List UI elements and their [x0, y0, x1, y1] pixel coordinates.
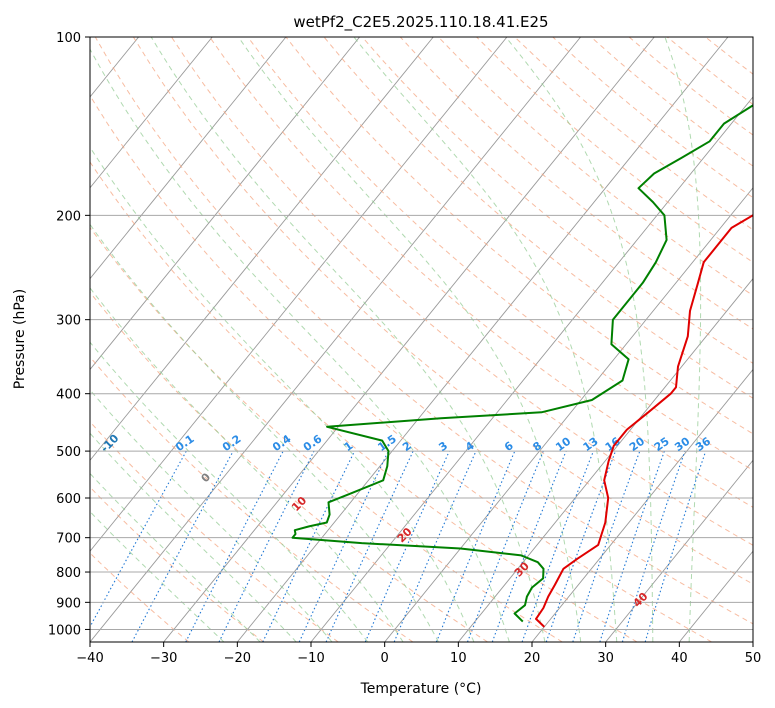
moist-adiabat-line: [90, 432, 297, 642]
mixing-ratio-line: [491, 450, 567, 642]
temperature-line: [535, 214, 753, 628]
pressure-gridlines: [90, 37, 753, 630]
isotherm-line: [384, 187, 753, 642]
moist-adiabat-line: [90, 48, 510, 642]
moist-adiabat-line: [90, 341, 369, 642]
y-tick-label: 100: [56, 31, 81, 46]
background-lines: [90, 37, 753, 642]
y-tick-label: 1000: [48, 623, 81, 638]
dry-adiabat-line: [90, 552, 190, 642]
dry-adiabat-line: [361, 37, 753, 364]
isotherm-line: [605, 459, 753, 642]
dry-adiabat-line: [90, 486, 264, 642]
mixing-ratio-line: [545, 450, 617, 642]
y-tick-label: 700: [56, 532, 81, 547]
dry-adiabat-line: [94, 37, 753, 625]
x-axis-label: Temperature (°C): [360, 681, 482, 697]
moist-adiabat-line: [90, 389, 333, 642]
y-tick-label: 800: [56, 566, 81, 581]
x-tick-label: −40: [76, 651, 103, 666]
mixing-ratio-line: [90, 450, 187, 629]
y-tick-label: 400: [56, 388, 81, 403]
chart-title: wetPf2_C2E5.2025.110.18.41.E25: [293, 13, 548, 32]
x-tick-label: 50: [745, 651, 762, 666]
x-tick-label: −10: [297, 651, 324, 666]
mixing-ratio-line: [435, 450, 516, 642]
plot-frame: [89, 36, 754, 643]
mixing-ratio-line: [466, 450, 544, 642]
moist-adiabat-line: [150, 37, 546, 642]
sounding-series: [291, 104, 753, 628]
mixing-ratio-line: [521, 450, 594, 642]
y-tick-label: 900: [56, 596, 81, 611]
x-tick-label: −20: [224, 651, 251, 666]
x-tick-label: 20: [524, 651, 541, 666]
isotherm-line: [163, 37, 655, 642]
dry-adiabat-line: [90, 291, 488, 642]
isotherm-line: [90, 37, 287, 280]
moist-adiabat-line: [90, 472, 261, 642]
dry-adiabat-line: [90, 356, 414, 642]
moist-adiabat-line: [664, 37, 702, 642]
dry-adiabat-line: [132, 37, 753, 585]
x-tick-label: 40: [671, 651, 688, 666]
isotherm-line: [90, 37, 360, 371]
isotherm-line: [90, 37, 581, 642]
dewpoint-line: [291, 104, 753, 623]
isotherm-line: [90, 37, 434, 462]
isotherm-line: [531, 368, 753, 642]
y-tick-label: 200: [56, 209, 81, 224]
x-tick-label: −30: [150, 651, 177, 666]
dry-adiabat-line: [209, 37, 753, 508]
y-axis: 100 200 300 400 500 600 700 800 900 1000: [48, 31, 90, 638]
mixing-ratio-line: [393, 450, 477, 642]
dry-adiabat-line: [90, 161, 638, 642]
moist-adiabat-line: [237, 37, 582, 642]
isotherm-line: [310, 96, 753, 642]
x-tick-label: 0: [381, 651, 389, 666]
moist-adiabat-line: [90, 223, 439, 642]
dry-adiabat-line: [323, 37, 753, 399]
mixing-ratio-line: [218, 450, 315, 642]
y-tick-label: 600: [56, 492, 81, 507]
x-tick-label: 10: [450, 651, 467, 666]
mixing-ratio-line: [599, 450, 665, 642]
moist-adiabat-line: [90, 146, 475, 642]
y-tick-label: 500: [56, 445, 81, 460]
moist-adiabat-line: [505, 37, 654, 642]
x-tick-label: 30: [597, 651, 614, 666]
dry-adiabat-line: [438, 37, 753, 296]
isotherm-line: [236, 37, 729, 642]
isotherm-line: [457, 277, 753, 642]
y-axis-label: Pressure (hPa): [12, 289, 28, 389]
mixing-ratio-line: [621, 450, 686, 642]
isotherm-line: [90, 37, 213, 189]
dry-adiabat-line: [90, 94, 712, 642]
y-tick-label: 300: [56, 314, 81, 329]
mixing-ratio-line: [364, 450, 450, 642]
mixing-ratio-line: [131, 450, 234, 642]
x-axis: −40 −30 −20 −10 0 10 20 30 40 50: [76, 642, 761, 666]
mixing-ratio-line: [572, 450, 641, 642]
dry-adiabat-line: [247, 37, 753, 471]
isotherm-line: [90, 37, 508, 552]
mixing-ratio-line: [644, 450, 707, 642]
